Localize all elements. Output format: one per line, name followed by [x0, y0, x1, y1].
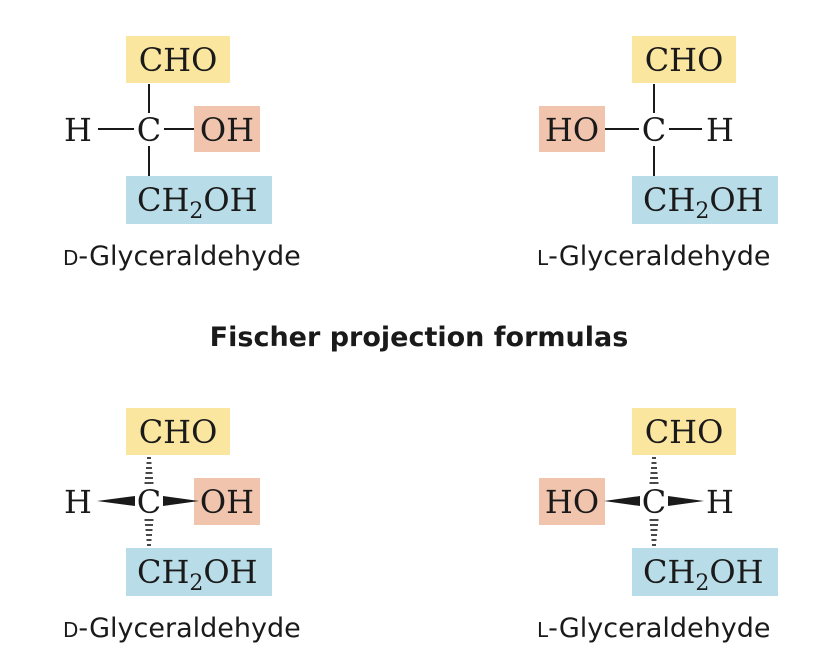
ho-group-label: HO	[545, 111, 599, 149]
ch2oh-highlight-box	[632, 548, 778, 596]
wedge-bond-ho-c	[604, 496, 640, 506]
d-glyceraldehyde-wedge: CHO H C OH CH2OH D-Glyceraldehyde	[63, 408, 301, 644]
ch2oh-highlight-box	[632, 176, 778, 224]
h-atom-label: H	[64, 111, 92, 149]
carbon-atom-label: C	[642, 483, 666, 521]
ho-highlight-box	[539, 106, 605, 152]
wedge-bond-h-c	[97, 496, 135, 506]
ch2oh-group-label: CH2OH	[137, 181, 258, 224]
cho-highlight-box	[632, 408, 736, 455]
cho-group-label: CHO	[139, 413, 218, 451]
d-glyceraldehyde-caption: D-Glyceraldehyde	[63, 241, 301, 272]
h-atom-label: H	[64, 483, 92, 521]
oh-group-label: OH	[200, 483, 254, 521]
l-glyceraldehyde-caption: L-Glyceraldehyde	[537, 613, 770, 644]
hashed-bond-c-cho	[649, 457, 659, 484]
cho-group-label: CHO	[645, 41, 724, 79]
oh-highlight-box	[194, 478, 260, 525]
wedge-bond-c-oh	[163, 496, 199, 506]
ch2oh-group-label: CH2OH	[643, 181, 764, 224]
wedge-bond-c-h	[668, 496, 704, 506]
cho-group-label: CHO	[645, 413, 724, 451]
hashed-bond-c-cho	[144, 457, 154, 484]
hashed-bond-c-ch2oh	[144, 519, 154, 546]
ho-highlight-box	[539, 478, 605, 525]
cho-highlight-box	[126, 36, 230, 83]
ch2oh-group-label: CH2OH	[643, 553, 764, 596]
carbon-atom-label: C	[137, 111, 161, 149]
ch2oh-highlight-box	[126, 548, 272, 596]
d-glyceraldehyde-fischer: CHO H C OH CH2OH D-Glyceraldehyde	[63, 36, 301, 272]
section-title: Fischer projection formulas	[210, 322, 629, 353]
cho-group-label: CHO	[139, 41, 218, 79]
ch2oh-group-label: CH2OH	[137, 553, 258, 596]
l-glyceraldehyde-fischer: CHO HO C H CH2OH L-Glyceraldehyde	[537, 36, 778, 272]
carbon-atom-label: C	[137, 483, 161, 521]
ch2oh-highlight-box	[126, 176, 272, 224]
hashed-bond-c-ch2oh	[649, 519, 659, 546]
carbon-atom-label: C	[642, 111, 666, 149]
h-atom-label: H	[706, 111, 734, 149]
cho-highlight-box	[632, 36, 736, 83]
d-glyceraldehyde-caption: D-Glyceraldehyde	[63, 613, 301, 644]
cho-highlight-box	[126, 408, 230, 455]
oh-group-label: OH	[200, 111, 254, 149]
ho-group-label: HO	[545, 483, 599, 521]
l-glyceraldehyde-caption: L-Glyceraldehyde	[537, 241, 770, 272]
l-glyceraldehyde-wedge: CHO HO C H CH2OH L-Glyceraldehyde	[537, 408, 778, 644]
oh-highlight-box	[194, 106, 260, 152]
h-atom-label: H	[706, 483, 734, 521]
